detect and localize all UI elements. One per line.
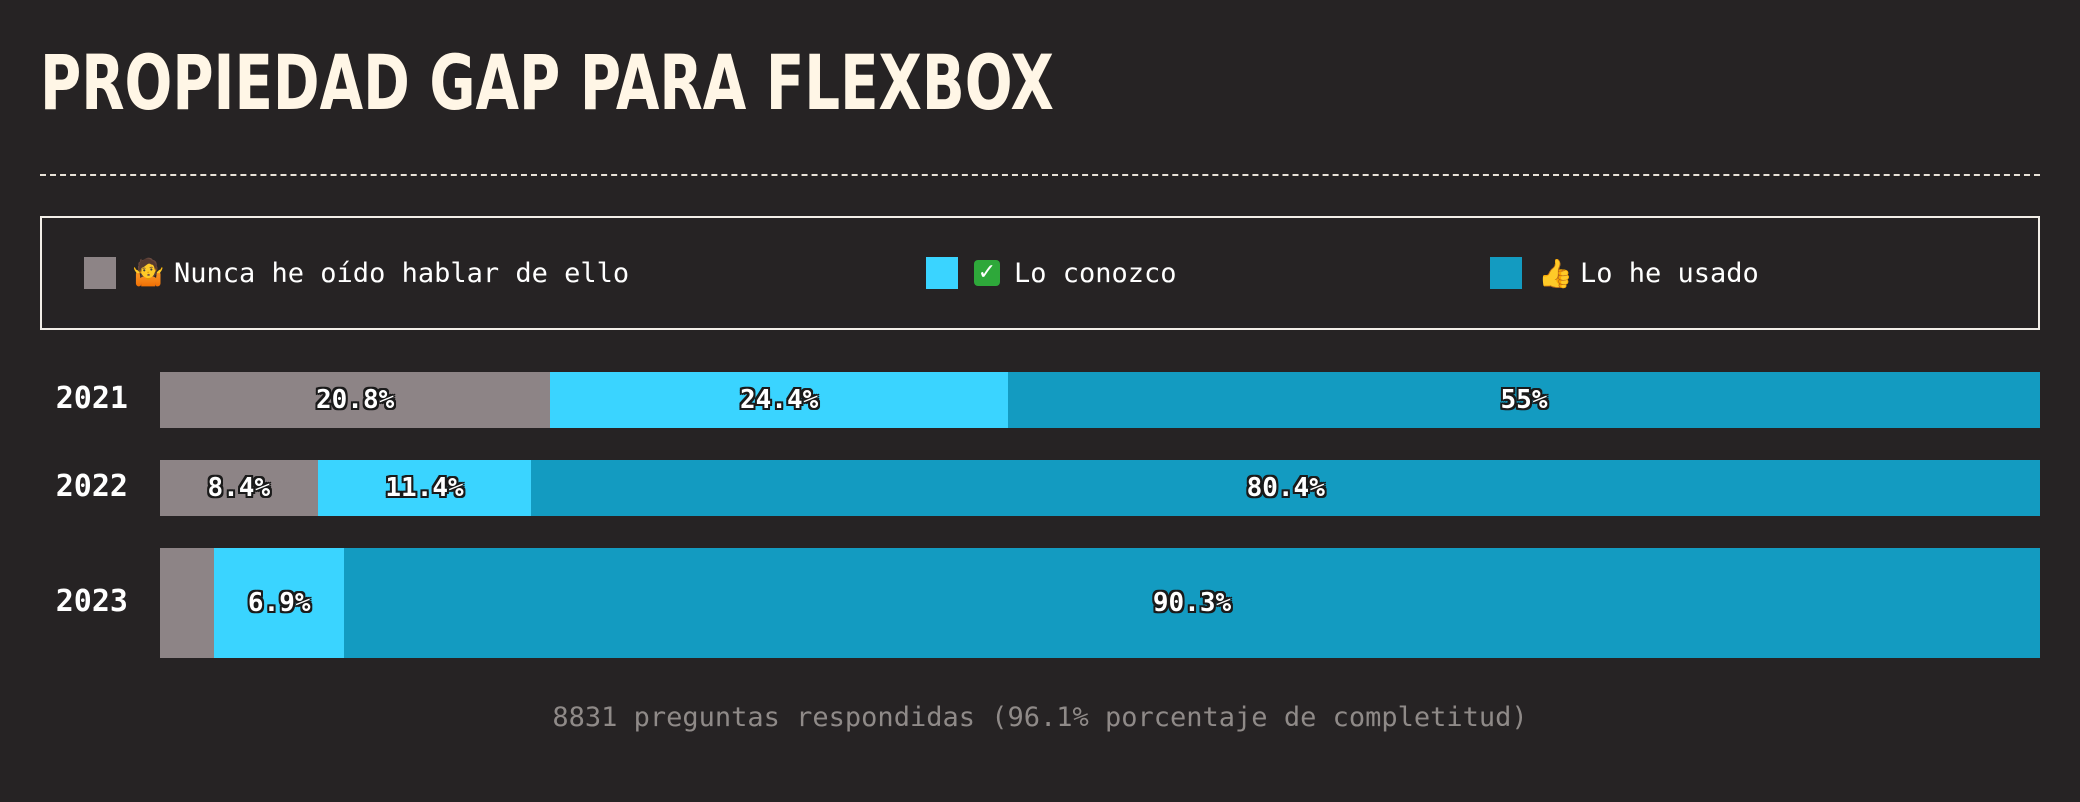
bar-value-label: 8.4% <box>207 473 271 503</box>
legend-item-know-it[interactable]: ✓ Lo conozco <box>926 218 1177 328</box>
bar-row-2023: 2023 6.9% 90.3% <box>0 548 2080 658</box>
bar-value-label: 11.4% <box>385 473 464 503</box>
legend: 🤷 Nunca he oído hablar de ello ✓ Lo cono… <box>40 216 2040 330</box>
check-icon: ✓ <box>974 260 1000 286</box>
bar-value-label: 80.4% <box>1246 473 1325 503</box>
bar-segment[interactable]: 20.8% <box>160 372 551 428</box>
legend-swatch <box>1490 257 1522 289</box>
bar-row-2021: 2021 20.8% 24.4% 55% <box>0 372 2080 428</box>
legend-label: Lo he usado <box>1580 257 1759 289</box>
legend-item-used-it[interactable]: 👍 Lo he usado <box>1490 218 1759 328</box>
bar-segment[interactable]: 6.9% <box>214 548 345 658</box>
bar-segment[interactable]: 24.4% <box>550 372 1009 428</box>
thumbs-up-icon: 👍 <box>1538 256 1573 290</box>
bar-value-label: 90.3% <box>1152 588 1232 618</box>
legend-swatch <box>926 257 958 289</box>
bar-track: 20.8% 24.4% 55% <box>160 372 2040 428</box>
bar-segment[interactable]: 80.4% <box>531 460 2040 516</box>
bar-track: 8.4% 11.4% 80.4% <box>160 460 2040 516</box>
bar-value-label: 55% <box>1500 385 1548 415</box>
legend-swatch <box>84 257 116 289</box>
title-divider <box>40 174 2040 176</box>
bar-segment[interactable] <box>160 548 215 658</box>
year-label: 2022 <box>55 469 128 504</box>
responses-footnote: 8831 preguntas respondidas (96.1% porcen… <box>552 702 1528 733</box>
bar-value-label: 24.4% <box>740 385 819 415</box>
bar-segment[interactable]: 55% <box>1008 372 2040 428</box>
bar-value-label: 6.9% <box>247 588 311 618</box>
bar-segment[interactable]: 90.3% <box>344 548 2040 658</box>
bar-segment[interactable]: 11.4% <box>317 460 532 516</box>
bar-segment[interactable]: 8.4% <box>160 460 318 516</box>
chart-title: PROPIEDAD GAP PARA FLEXBOX <box>40 38 1054 127</box>
bar-row-2022: 2022 8.4% 11.4% 80.4% <box>0 460 2080 516</box>
shrug-icon: 🤷 <box>132 258 165 288</box>
bar-track: 6.9% 90.3% <box>160 548 2040 658</box>
bar-value-label: 20.8% <box>315 385 395 415</box>
legend-label: Lo conozco <box>1014 257 1177 289</box>
year-label: 2021 <box>55 381 128 416</box>
year-label: 2023 <box>55 584 128 619</box>
legend-label: Nunca he oído hablar de ello <box>174 257 630 289</box>
legend-item-never-heard[interactable]: 🤷 Nunca he oído hablar de ello <box>84 218 629 328</box>
